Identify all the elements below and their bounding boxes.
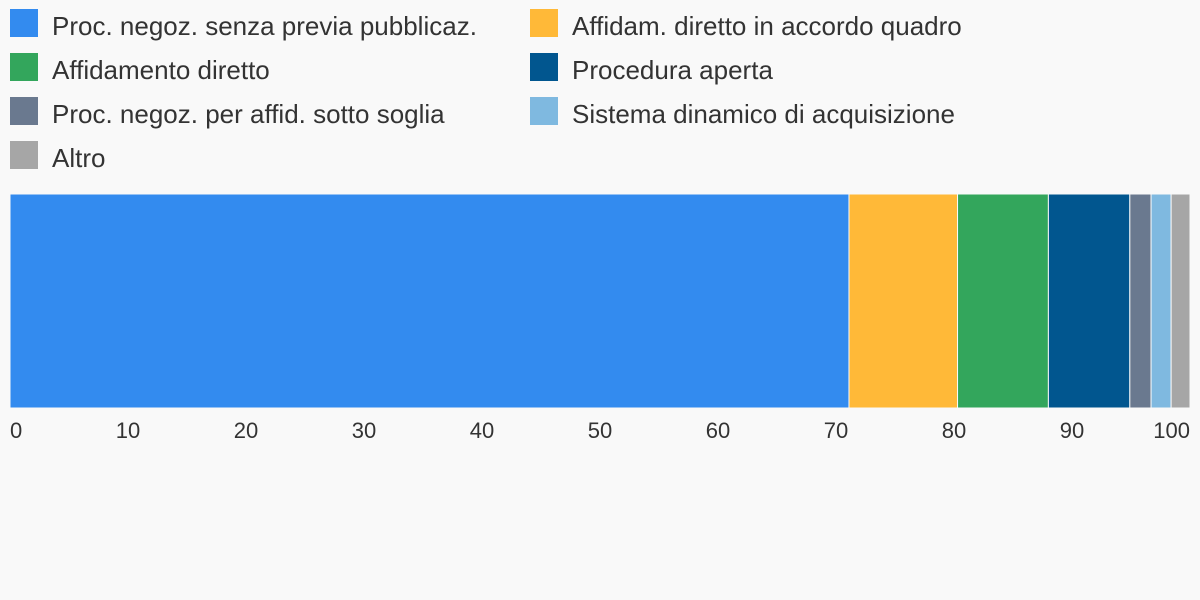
legend-item: Affidamento diretto: [10, 53, 530, 85]
legend-swatch: [10, 141, 38, 169]
legend-swatch: [530, 53, 558, 81]
legend-label: Proc. negoz. senza previa pubblicaz.: [52, 11, 477, 41]
bar-segment-1: [848, 193, 959, 409]
x-tick-label: 70: [824, 418, 848, 443]
x-tick-label: 0: [10, 418, 22, 443]
x-tick-label: 10: [116, 418, 140, 443]
x-tick-label: 80: [942, 418, 966, 443]
legend-label: Proc. negoz. per affid. sotto soglia: [52, 99, 445, 129]
bar-segment-4: [1129, 193, 1152, 409]
x-tick-label: 20: [234, 418, 258, 443]
x-tick-label: 100: [1153, 418, 1190, 443]
legend-item: Procedura aperta: [530, 53, 1050, 85]
legend-item: Proc. negoz. per affid. sotto soglia: [10, 97, 530, 129]
bar-segment-5: [1150, 193, 1172, 409]
legend-swatch: [530, 97, 558, 125]
x-tick-label: 90: [1060, 418, 1084, 443]
legend-swatch: [530, 9, 558, 37]
bar-segment-3: [1047, 193, 1131, 409]
legend-item: Proc. negoz. senza previa pubblicaz.: [10, 9, 530, 41]
chart-legend: Proc. negoz. senza previa pubblicaz. Aff…: [10, 9, 1050, 173]
x-tick-label: 30: [352, 418, 376, 443]
legend-label: Sistema dinamico di acquisizione: [572, 99, 955, 129]
legend-item: Sistema dinamico di acquisizione: [530, 97, 1050, 129]
legend-label: Affidam. diretto in accordo quadro: [572, 11, 962, 41]
x-tick-label: 50: [588, 418, 612, 443]
bar-segment-2: [957, 193, 1049, 409]
legend-swatch: [10, 53, 38, 81]
legend-swatch: [10, 97, 38, 125]
legend-item: Altro: [10, 141, 530, 173]
bar-segment-6: [1170, 193, 1191, 409]
bar-segments: [9, 193, 1191, 409]
legend-swatch: [10, 9, 38, 37]
legend-label: Altro: [52, 143, 106, 173]
x-tick-label: 60: [706, 418, 730, 443]
x-tick-label: 40: [470, 418, 494, 443]
legend-label: Affidamento diretto: [52, 55, 270, 85]
legend-label: Procedura aperta: [572, 55, 773, 85]
legend-item: Affidam. diretto in accordo quadro: [530, 9, 1050, 41]
x-axis-ticks: 0 10 20 30 40 50 60 70 80 90 100: [10, 418, 1190, 443]
bar-segment-0: [9, 193, 850, 409]
